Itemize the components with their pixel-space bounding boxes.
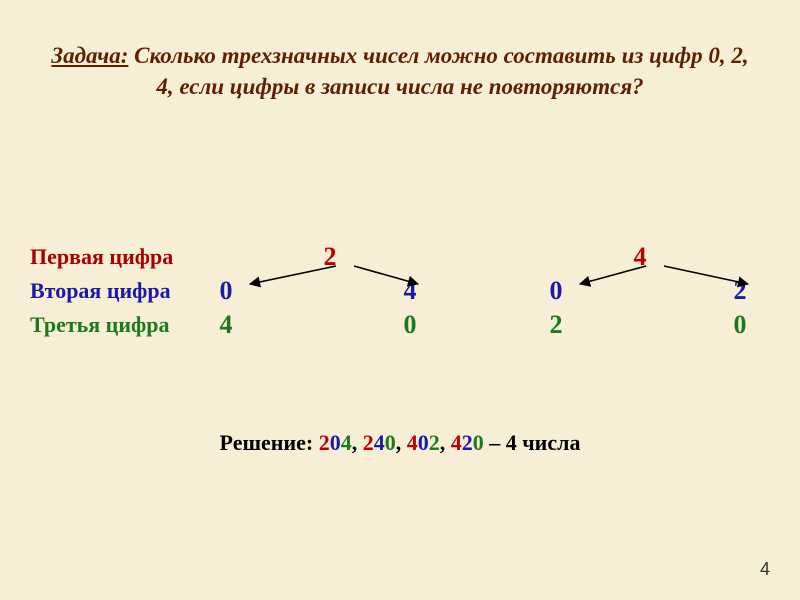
sol-3-d1: 4 [451, 430, 462, 455]
sol-1-d2: 4 [374, 430, 385, 455]
sol-1-d1: 2 [363, 430, 374, 455]
row1-digit-0: 2 [315, 244, 345, 270]
solution-prefix: Решение: [220, 430, 319, 455]
solution-line: Решение: 204, 240, 402, 420 – 4 числа [0, 430, 800, 456]
sol-2-d3: 2 [429, 430, 440, 455]
sol-3-d3: 0 [473, 430, 484, 455]
solution-suffix: – 4 числа [484, 430, 581, 455]
row2-digit-2: 0 [541, 278, 571, 304]
row1-label: Первая цифра [30, 246, 173, 268]
sol-sep-0: , [352, 430, 363, 455]
sol-0-d2: 0 [330, 430, 341, 455]
solution-numbers: 204, 240, 402, 420 [319, 430, 484, 455]
problem-title: Задача: Сколько трехзначных чисел можно … [40, 40, 760, 102]
sol-0-d3: 4 [341, 430, 352, 455]
row3-digit-1: 0 [395, 312, 425, 338]
sol-0-d1: 2 [319, 430, 330, 455]
row2-label: Вторая цифра [30, 280, 171, 302]
sol-2-d2: 0 [418, 430, 429, 455]
row3-digit-3: 0 [725, 312, 755, 338]
row2-digit-3: 2 [725, 278, 755, 304]
slide: Задача: Сколько трехзначных чисел можно … [0, 0, 800, 600]
sol-2-d1: 4 [407, 430, 418, 455]
problem-label: Задача: [51, 43, 128, 68]
sol-3-d2: 2 [462, 430, 473, 455]
row1-digit-1: 4 [625, 244, 655, 270]
row3-digit-2: 2 [541, 312, 571, 338]
row2-digit-1: 4 [395, 278, 425, 304]
row3-digit-0: 4 [211, 312, 241, 338]
sol-1-d3: 0 [385, 430, 396, 455]
row3-label: Третья цифра [30, 314, 170, 336]
sol-sep-1: , [396, 430, 407, 455]
page-number: 4 [760, 559, 770, 580]
sol-sep-2: , [440, 430, 451, 455]
problem-text: Сколько трехзначных чисел можно составит… [128, 43, 748, 99]
row2-digit-0: 0 [211, 278, 241, 304]
